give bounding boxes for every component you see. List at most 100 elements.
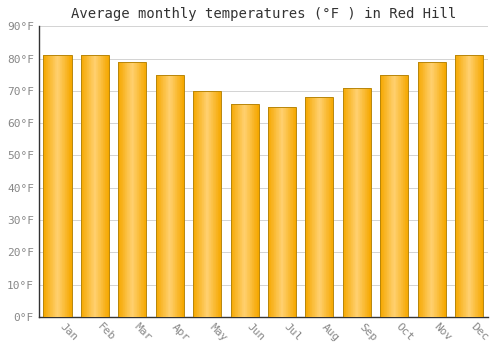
Bar (310, 97, 311, 317)
Bar (124, 62, 126, 317)
Bar (273, 107, 274, 317)
Bar (128, 62, 129, 317)
Bar (182, 75, 183, 317)
Bar (138, 62, 140, 317)
Bar (119, 62, 120, 317)
Bar (171, 75, 172, 317)
Bar (165, 75, 166, 317)
Bar (474, 55, 476, 317)
Bar (277, 107, 278, 317)
Bar (444, 62, 445, 317)
Bar (426, 62, 427, 317)
Bar (213, 91, 214, 317)
Bar (345, 88, 346, 317)
Bar (272, 107, 273, 317)
Bar (392, 75, 393, 317)
Bar (85, 55, 86, 317)
Bar (276, 107, 277, 317)
Bar (429, 62, 430, 317)
Bar (434, 62, 435, 317)
Bar (383, 75, 384, 317)
Bar (248, 104, 249, 317)
Bar (421, 62, 422, 317)
Bar (306, 97, 334, 317)
Bar (63, 55, 64, 317)
Bar (380, 75, 381, 317)
Bar (443, 62, 444, 317)
Bar (232, 104, 234, 317)
Bar (208, 91, 210, 317)
Bar (395, 75, 396, 317)
Bar (59, 55, 60, 317)
Bar (135, 62, 136, 317)
Bar (435, 62, 436, 317)
Bar (164, 75, 165, 317)
Bar (105, 55, 106, 317)
Bar (214, 91, 215, 317)
Bar (210, 91, 212, 317)
Bar (309, 97, 310, 317)
Bar (131, 62, 132, 317)
Bar (290, 107, 291, 317)
Bar (257, 104, 258, 317)
Bar (386, 75, 388, 317)
Bar (380, 75, 408, 317)
Bar (398, 75, 399, 317)
Bar (442, 62, 443, 317)
Bar (159, 75, 160, 317)
Bar (158, 75, 159, 317)
Bar (358, 88, 359, 317)
Bar (354, 88, 356, 317)
Bar (168, 75, 169, 317)
Bar (215, 91, 216, 317)
Bar (198, 91, 199, 317)
Bar (93, 55, 94, 317)
Bar (418, 62, 446, 317)
Bar (81, 55, 109, 317)
Bar (239, 104, 240, 317)
Bar (199, 91, 200, 317)
Bar (359, 88, 360, 317)
Bar (333, 97, 334, 317)
Bar (422, 62, 424, 317)
Bar (432, 62, 433, 317)
Bar (230, 104, 258, 317)
Bar (141, 62, 142, 317)
Bar (308, 97, 309, 317)
Bar (81, 55, 82, 317)
Bar (240, 104, 241, 317)
Bar (204, 91, 205, 317)
Bar (51, 55, 52, 317)
Bar (460, 55, 462, 317)
Bar (156, 75, 157, 317)
Bar (144, 62, 145, 317)
Bar (220, 91, 221, 317)
Bar (134, 62, 135, 317)
Bar (68, 55, 70, 317)
Bar (56, 55, 57, 317)
Bar (278, 107, 279, 317)
Bar (160, 75, 162, 317)
Bar (62, 55, 63, 317)
Bar (362, 88, 363, 317)
Bar (46, 55, 47, 317)
Bar (396, 75, 397, 317)
Bar (344, 88, 345, 317)
Bar (289, 107, 290, 317)
Bar (176, 75, 177, 317)
Bar (123, 62, 124, 317)
Bar (343, 88, 344, 317)
Bar (253, 104, 254, 317)
Bar (84, 55, 85, 317)
Bar (332, 97, 333, 317)
Bar (381, 75, 382, 317)
Bar (467, 55, 468, 317)
Bar (445, 62, 446, 317)
Bar (133, 62, 134, 317)
Bar (468, 55, 469, 317)
Bar (438, 62, 440, 317)
Bar (311, 97, 312, 317)
Bar (179, 75, 180, 317)
Bar (157, 75, 158, 317)
Bar (324, 97, 325, 317)
